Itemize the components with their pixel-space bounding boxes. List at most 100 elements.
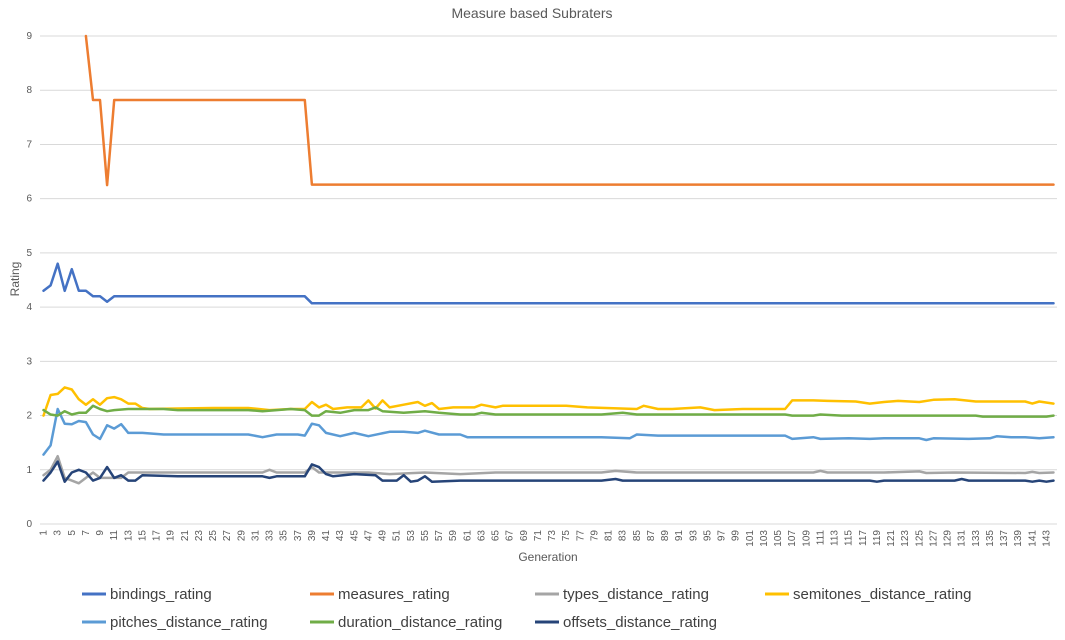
legend-label-measures_rating: measures_rating bbox=[338, 586, 450, 603]
x-tick-label: 93 bbox=[688, 530, 699, 542]
x-tick-label: 123 bbox=[900, 530, 911, 547]
x-tick-label: 115 bbox=[844, 530, 855, 546]
series-line-measures_rating bbox=[84, 34, 1055, 187]
x-tick-label: 83 bbox=[618, 530, 629, 542]
series-line-semitones_distance_rating bbox=[42, 386, 1055, 417]
x-tick-label: 53 bbox=[406, 530, 417, 542]
x-tick-label: 3 bbox=[53, 530, 64, 536]
x-tick-label: 23 bbox=[194, 530, 205, 542]
x-tick-label: 7 bbox=[81, 530, 92, 536]
x-tick-label: 17 bbox=[152, 530, 163, 542]
chart-title: Measure based Subraters bbox=[451, 5, 612, 21]
x-tick-label: 59 bbox=[448, 530, 459, 542]
legend-label-duration_distance_rating: duration_distance_rating bbox=[338, 614, 502, 631]
x-tick-label: 99 bbox=[731, 530, 742, 542]
x-tick-label: 85 bbox=[632, 530, 643, 542]
x-tick-label: 119 bbox=[872, 530, 883, 546]
x-tick-label: 15 bbox=[137, 530, 148, 542]
x-tick-label: 71 bbox=[533, 530, 544, 542]
x-tick-label: 113 bbox=[830, 530, 841, 546]
x-tick-label: 143 bbox=[1041, 530, 1052, 547]
x-tick-label: 101 bbox=[745, 530, 756, 547]
x-tick-label: 103 bbox=[759, 530, 770, 547]
x-tick-label: 75 bbox=[561, 530, 572, 542]
y-axis-ticks: 0 1 2 3 4 5 6 7 8 9 bbox=[26, 31, 32, 530]
x-tick-label: 35 bbox=[279, 530, 290, 542]
x-tick-label: 13 bbox=[123, 530, 134, 542]
x-tick-label: 45 bbox=[349, 530, 360, 542]
legend-label-bindings_rating: bindings_rating bbox=[110, 586, 212, 603]
x-tick-label: 57 bbox=[434, 530, 445, 542]
y-tick-label: 1 bbox=[26, 465, 32, 476]
y-tick-label: 5 bbox=[26, 248, 32, 259]
series-line-offsets_distance_rating bbox=[42, 460, 1055, 483]
x-tick-label: 81 bbox=[604, 530, 615, 542]
x-tick-label: 91 bbox=[674, 530, 685, 542]
x-tick-label: 89 bbox=[660, 530, 671, 542]
y-tick-label: 9 bbox=[26, 31, 32, 42]
x-tick-label: 105 bbox=[773, 530, 784, 547]
x-tick-label: 31 bbox=[250, 530, 261, 542]
y-tick-label: 0 bbox=[26, 519, 32, 530]
x-tick-label: 129 bbox=[943, 530, 954, 547]
legend-label-types_distance_rating: types_distance_rating bbox=[563, 586, 709, 603]
x-tick-label: 109 bbox=[801, 530, 812, 547]
y-axis-title: Rating bbox=[8, 262, 22, 297]
x-tick-label: 49 bbox=[378, 530, 389, 542]
x-tick-label: 127 bbox=[928, 530, 939, 547]
x-tick-label: 47 bbox=[363, 530, 374, 542]
x-tick-label: 137 bbox=[999, 530, 1010, 547]
x-tick-label: 131 bbox=[957, 530, 968, 547]
x-tick-label: 33 bbox=[265, 530, 276, 542]
x-tick-label: 135 bbox=[985, 530, 996, 547]
x-tick-label: 63 bbox=[476, 530, 487, 542]
x-tick-label: 11 bbox=[109, 530, 120, 541]
x-tick-label: 61 bbox=[462, 530, 473, 542]
x-tick-label: 19 bbox=[166, 530, 177, 542]
series-line-types_distance_rating bbox=[42, 454, 1055, 485]
x-tick-label: 9 bbox=[95, 530, 106, 536]
x-tick-label: 133 bbox=[971, 530, 982, 547]
y-tick-label: 6 bbox=[26, 194, 32, 205]
x-tick-label: 41 bbox=[321, 530, 332, 542]
x-tick-label: 37 bbox=[293, 530, 304, 542]
x-tick-label: 87 bbox=[646, 530, 657, 542]
y-tick-label: 2 bbox=[26, 411, 32, 422]
x-tick-label: 111 bbox=[815, 530, 826, 546]
x-tick-label: 43 bbox=[335, 530, 346, 542]
x-tick-label: 107 bbox=[787, 530, 798, 547]
x-tick-label: 67 bbox=[505, 530, 516, 542]
x-axis-title: Generation bbox=[518, 550, 577, 564]
y-tick-label: 3 bbox=[26, 356, 32, 367]
x-tick-label: 73 bbox=[547, 530, 558, 542]
y-tick-label: 7 bbox=[26, 139, 32, 150]
x-tick-label: 27 bbox=[222, 530, 233, 542]
x-tick-label: 25 bbox=[208, 530, 219, 542]
x-tick-label: 55 bbox=[420, 530, 431, 542]
x-tick-label: 117 bbox=[858, 530, 869, 546]
series-line-duration_distance_rating bbox=[42, 404, 1055, 418]
x-tick-label: 97 bbox=[717, 530, 728, 542]
x-axis-ticks: 1 3 5 7 9 11 13 15 17 19 21 23 25 27 29 31 33 35 37 39 41 43 4… bbox=[39, 530, 1053, 547]
legend-label-pitches_distance_rating: pitches_distance_rating bbox=[110, 614, 268, 631]
gridlines bbox=[40, 35, 1057, 471]
x-tick-label: 5 bbox=[67, 530, 78, 536]
x-tick-label: 121 bbox=[886, 530, 897, 547]
x-tick-label: 95 bbox=[702, 530, 713, 542]
x-tick-label: 21 bbox=[180, 530, 191, 542]
x-tick-label: 39 bbox=[307, 530, 318, 542]
series-line-bindings_rating bbox=[42, 262, 1055, 305]
x-tick-label: 1 bbox=[39, 530, 50, 536]
x-tick-label: 139 bbox=[1013, 530, 1024, 547]
legend: bindings_rating measures_rating types_dist… bbox=[82, 586, 971, 631]
legend-label-semitones_distance_rating: semitones_distance_rating bbox=[793, 586, 971, 603]
series-lines bbox=[42, 34, 1055, 485]
series-line-pitches_distance_rating bbox=[42, 407, 1055, 456]
x-tick-label: 65 bbox=[491, 530, 502, 542]
y-tick-label: 8 bbox=[26, 85, 32, 96]
x-tick-label: 51 bbox=[392, 530, 403, 542]
x-tick-label: 79 bbox=[589, 530, 600, 542]
x-tick-label: 125 bbox=[914, 530, 925, 547]
y-tick-label: 4 bbox=[26, 302, 32, 313]
